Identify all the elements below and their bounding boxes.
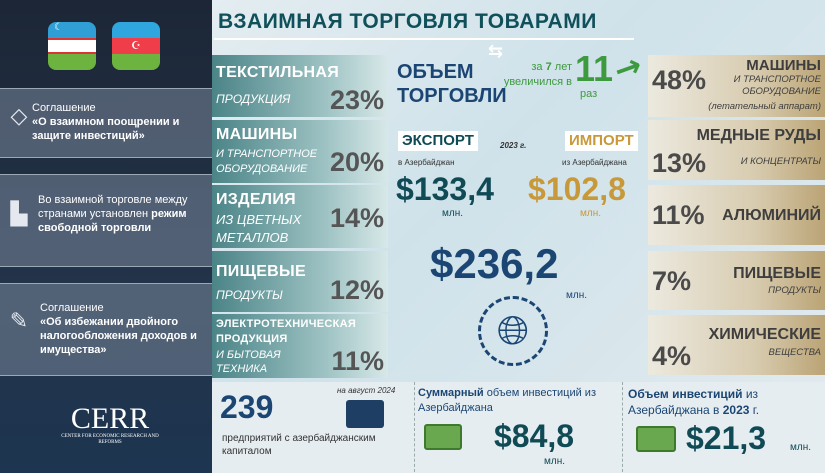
enterprises-date: на август 2024 — [337, 386, 396, 395]
growth-text: за 7 лет увеличился в — [503, 61, 572, 88]
export-item: ИЗДЕЛИЯ ИЗ ЦВЕТНЫХ МЕТАЛЛОВ 14% — [212, 185, 388, 248]
growth-unit: раз — [580, 88, 598, 100]
azerbaijan-flag: ☪ — [112, 22, 160, 70]
import-item: 11% АЛЮМИНИЙ — [648, 185, 825, 245]
volume-label: ОБЪЕМ ТОРГОВЛИ — [397, 61, 507, 107]
import-item: 48% МАШИНЫ И ТРАНСПОРТНОЕ ОБОРУДОВАНИЕ (… — [648, 55, 825, 117]
money-icon — [424, 424, 462, 450]
diamond-icon: ◇ — [10, 103, 28, 128]
trade-year: 2023 г. — [500, 141, 527, 150]
total-investment-text: Суммарный объем инвестиций из Азербайджа… — [418, 387, 596, 414]
import-unit: млн. — [580, 208, 602, 219]
export-item: ТЕКСТИЛЬНАЯ ПРОДУКЦИЯ 23% — [212, 55, 388, 117]
import-sub: из Азербайджана — [562, 158, 627, 167]
uzbekistan-flag: ☾ — [48, 22, 96, 70]
briefcase-icon — [346, 400, 384, 428]
total-value: $236,2 — [430, 240, 559, 287]
enterprises-text: предприятий с азербайджанским капиталом — [222, 433, 376, 457]
money-icon — [636, 426, 676, 452]
enterprises-count: 239 — [220, 389, 274, 425]
import-item: 7% ПИЩЕВЫЕ ПРОДУКТЫ — [648, 251, 825, 310]
export-sub: в Азербайджан — [398, 158, 455, 167]
export-value: $133,4 — [396, 171, 494, 207]
import-item: МЕДНЫЕ РУДЫ 13% И КОНЦЕНТРАТЫ — [648, 120, 825, 180]
investment-2023-unit: млн. — [790, 442, 812, 453]
contract-pen-icon: ✎ — [9, 308, 29, 333]
investment-2023-text: Объем инвестиций из Азербайджана в 2023 … — [628, 387, 760, 417]
import-value: $102,8 — [528, 171, 626, 207]
export-item: ЭЛЕКТРОТЕХНИЧЕСКАЯ ПРОДУКЦИЯ И БЫТОВАЯ Т… — [212, 314, 388, 378]
agreement-double-tax-panel: ✎ Соглашение «Об избежании двойного налог… — [0, 283, 212, 376]
total-investment-unit: млн. — [544, 456, 566, 467]
total-investment-value: $84,8 — [494, 418, 575, 454]
document-exchange-icon: ▙ — [10, 201, 28, 226]
panel-text: Соглашение «Об избежании двойного налогоо… — [40, 302, 197, 356]
growth-factor: 11 — [575, 48, 614, 89]
page-title: ВЗАИМНАЯ ТОРГОВЛЯ ТОВАРАМИ — [218, 10, 597, 33]
total-unit: млн. — [566, 290, 588, 301]
title-divider — [214, 38, 634, 40]
cerr-logo: CERR CENTER FOR ECONOMIC RESEARCH AND RE… — [61, 402, 159, 446]
investment-2023-value: $21,3 — [686, 420, 767, 456]
import-label: ИМПОРТ — [565, 131, 638, 151]
divider — [414, 382, 415, 472]
bottom-strip — [212, 382, 825, 473]
agreement-investment-panel: ◇ Соглашение «О взаимном поощрении и защи… — [0, 88, 212, 158]
export-label: ЭКСПОРТ — [398, 131, 478, 151]
free-trade-panel: ▙ Во взаимной торговле между странами ус… — [0, 174, 212, 267]
import-item: 4% ХИМИЧЕСКИЕ ВЕЩЕСТВА — [648, 315, 825, 375]
panel-text: Во взаимной торговле между странами уста… — [38, 194, 188, 234]
sidebar: ☾ ☪ ◇ Соглашение «О взаимном поощрении и … — [0, 0, 212, 473]
export-unit: млн. — [442, 208, 464, 219]
panel-text: Соглашение «О взаимном поощрении и защите… — [32, 102, 180, 142]
export-item: ПИЩЕВЫЕ ПРОДУКТЫ 12% — [212, 251, 388, 312]
globe-exchange-icon: 🌐︎ — [478, 296, 548, 366]
exchange-arrows-icon: ⇆ — [488, 41, 504, 61]
export-item: МАШИНЫ И ТРАНСПОРТНОЕ ОБОРУДОВАНИЕ 20% — [212, 120, 388, 183]
divider — [622, 382, 623, 472]
